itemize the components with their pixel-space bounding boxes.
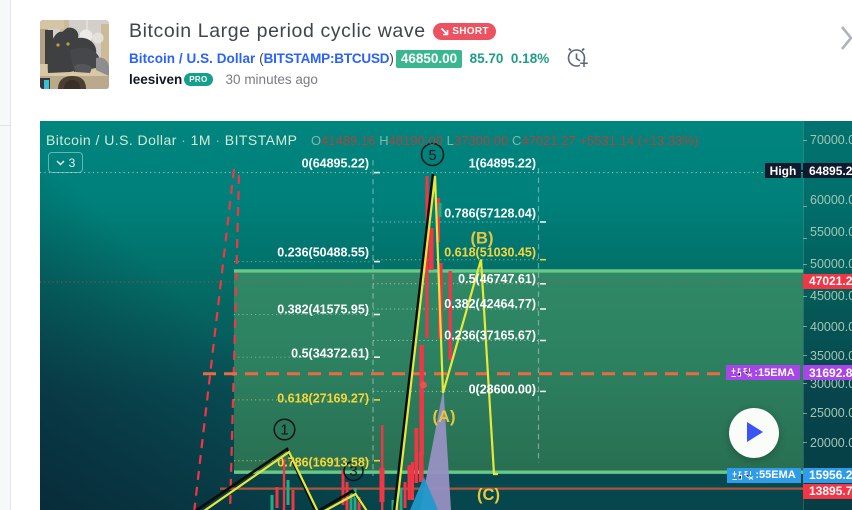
svg-text:0.382(41575.95): 0.382(41575.95) bbox=[277, 303, 369, 317]
svg-text:0(64895.22): 0(64895.22) bbox=[302, 157, 369, 171]
svg-text:0.236(37165.67): 0.236(37165.67) bbox=[444, 329, 536, 343]
svg-text:0.618(51030.45): 0.618(51030.45) bbox=[444, 246, 536, 260]
svg-text:0.786(57128.04): 0.786(57128.04) bbox=[444, 207, 536, 221]
svg-text:0.786(16913.58): 0.786(16913.58) bbox=[277, 456, 369, 470]
svg-text:3: 3 bbox=[349, 464, 357, 480]
svg-text:0.618(27169.27): 0.618(27169.27) bbox=[277, 392, 369, 406]
svg-text:1(64895.22): 1(64895.22) bbox=[469, 157, 536, 171]
svg-text:(B): (B) bbox=[471, 230, 494, 248]
svg-text:0.5(46747.61): 0.5(46747.61) bbox=[458, 272, 536, 286]
svg-text:5: 5 bbox=[428, 148, 436, 164]
svg-text:0.5(34372.61): 0.5(34372.61) bbox=[291, 347, 369, 361]
svg-text:(C): (C) bbox=[477, 486, 500, 504]
svg-text:0.382(42464.77): 0.382(42464.77) bbox=[444, 297, 536, 311]
svg-text:(A): (A) bbox=[433, 408, 456, 426]
svg-text:0(28600.00): 0(28600.00) bbox=[469, 383, 536, 397]
svg-text:1: 1 bbox=[280, 423, 288, 439]
svg-text:0.236(50488.55): 0.236(50488.55) bbox=[277, 246, 369, 260]
